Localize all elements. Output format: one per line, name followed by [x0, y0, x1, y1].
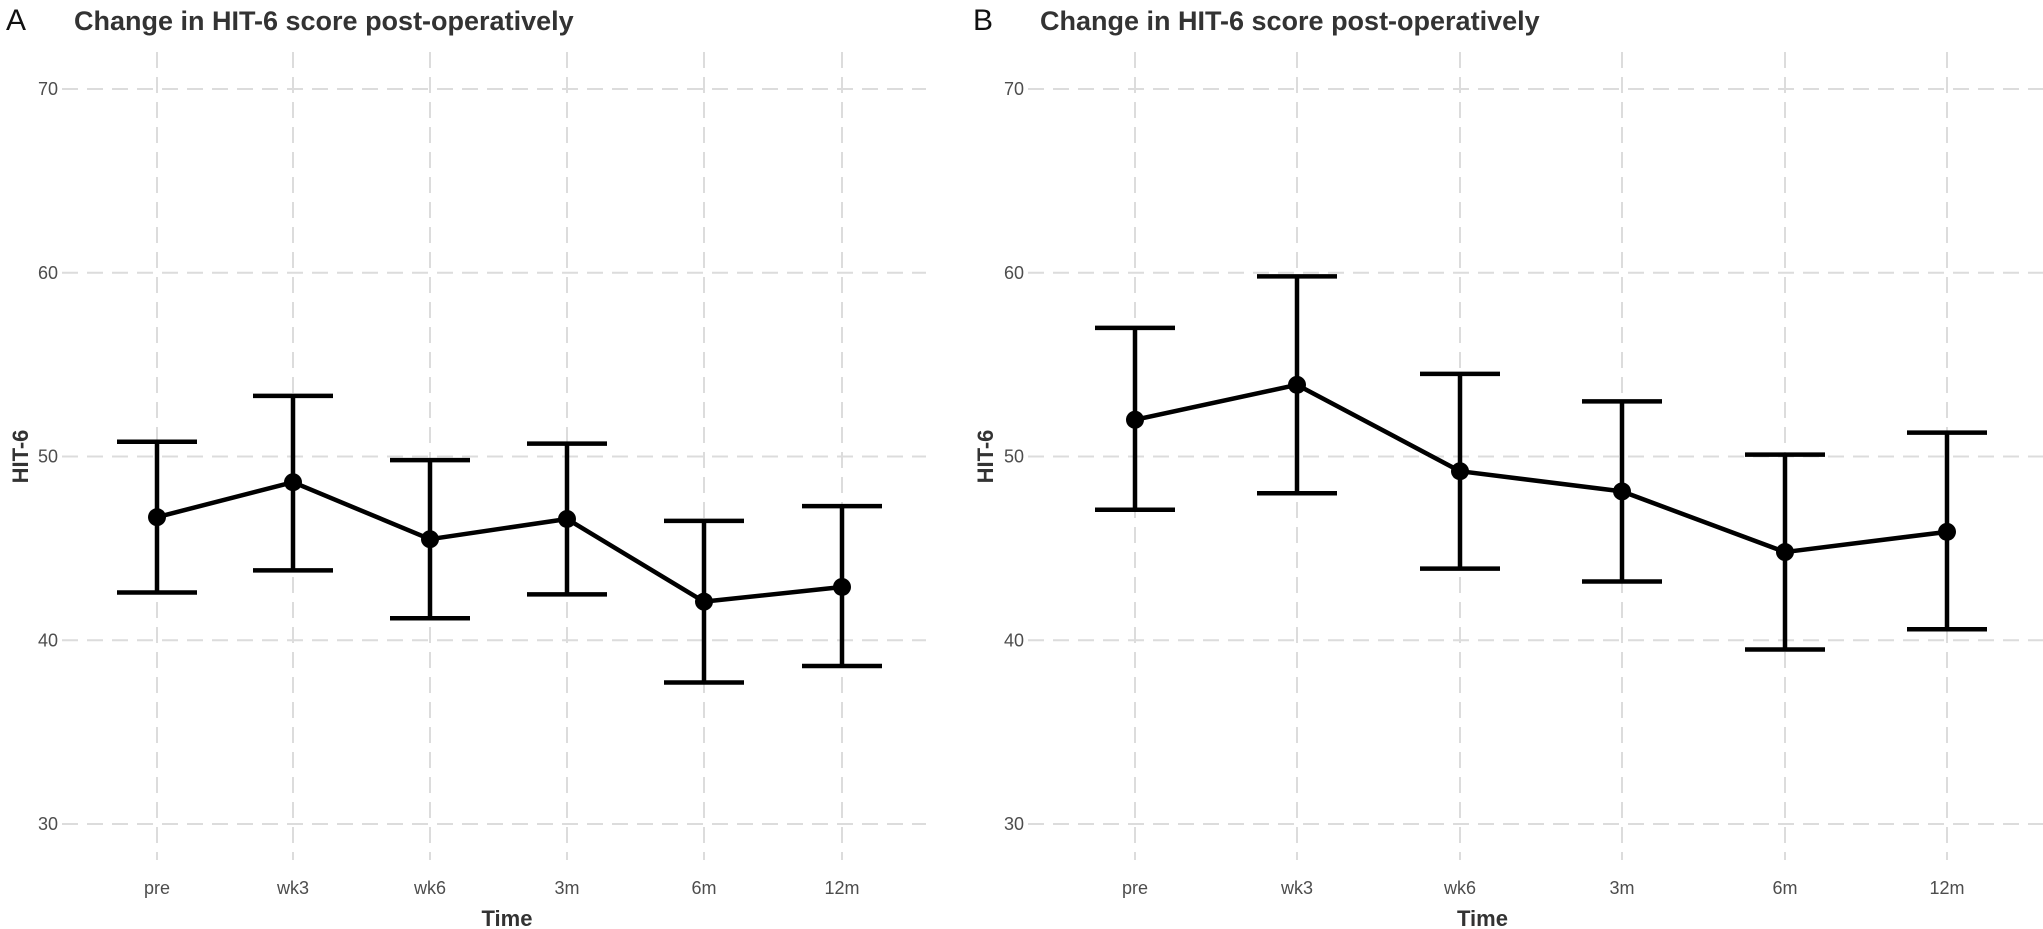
data-point — [1126, 410, 1144, 429]
y-axis-title: HIT-6 — [8, 430, 33, 484]
x-tick-label: 12m — [1929, 878, 1964, 898]
x-tick-label: wk6 — [413, 878, 446, 898]
data-point — [1613, 482, 1631, 501]
y-tick-label: 60 — [38, 263, 58, 283]
panel-letter: B — [973, 4, 993, 37]
x-axis-title: Time — [1457, 906, 1508, 929]
x-tick-label: wk6 — [1443, 878, 1476, 898]
data-point — [1938, 522, 1956, 541]
chart-title: Change in HIT-6 score post-operatively — [74, 6, 574, 36]
x-tick-label: wk3 — [1280, 878, 1313, 898]
y-tick-label: 70 — [38, 79, 58, 99]
y-axis-title: HIT-6 — [973, 430, 998, 484]
data-point — [1288, 375, 1306, 394]
x-tick-label: pre — [1122, 878, 1148, 898]
y-tick-label: 30 — [38, 814, 58, 834]
y-tick-label: 70 — [1004, 79, 1024, 99]
x-tick-label: pre — [144, 878, 170, 898]
y-tick-label: 60 — [1004, 263, 1024, 283]
series-line — [156, 479, 843, 604]
x-tick-label: 6m — [1772, 878, 1797, 898]
data-point — [284, 473, 302, 492]
x-tick-label: wk3 — [276, 878, 309, 898]
x-tick-label: 3m — [554, 878, 579, 898]
data-point — [148, 508, 166, 527]
y-tick-label: 40 — [38, 630, 58, 650]
x-tick-label: 6m — [691, 878, 716, 898]
y-tick-label: 30 — [1004, 814, 1024, 834]
y-tick-label: 40 — [1004, 630, 1024, 650]
data-point — [421, 530, 439, 549]
series-line — [1134, 382, 1948, 555]
y-tick-label: 50 — [38, 447, 58, 467]
data-point — [1451, 462, 1469, 481]
data-point — [695, 592, 713, 611]
data-point — [558, 509, 576, 528]
chart-panel-a: A Change in HIT-6 score post-operatively 3… — [6, 4, 926, 929]
y-tick-label: 50 — [1004, 447, 1024, 467]
data-point — [1776, 543, 1794, 562]
panel-letter: A — [6, 4, 26, 37]
x-tick-label: 3m — [1609, 878, 1634, 898]
data-point — [833, 577, 851, 596]
chart-panel-b: B Change in HIT-6 score post-operatively 3… — [973, 4, 2043, 929]
x-tick-label: 12m — [824, 878, 859, 898]
x-axis-title: Time — [482, 906, 533, 929]
chart-title: Change in HIT-6 score post-operatively — [1040, 6, 1540, 36]
